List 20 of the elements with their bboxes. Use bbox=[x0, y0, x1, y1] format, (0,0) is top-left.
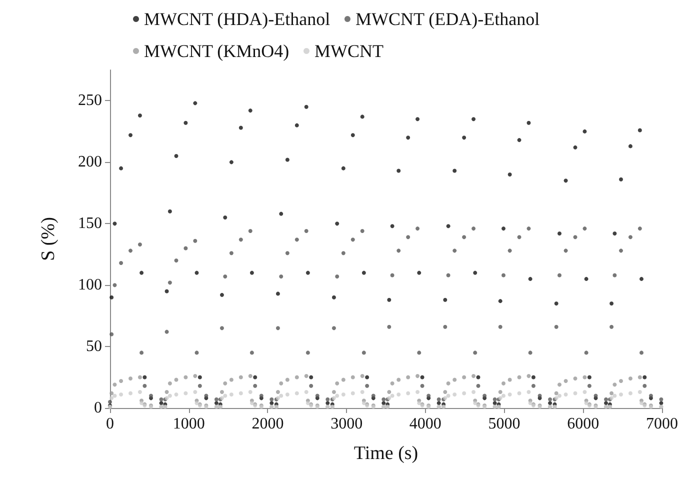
legend-label: MWCNT (KMnO4) bbox=[144, 41, 290, 61]
y-tick-label: 50 bbox=[86, 338, 102, 356]
y-tick-label: 150 bbox=[78, 215, 102, 232]
legend-label: MWCNT (EDA)-Ethanol bbox=[355, 9, 540, 29]
x-tick-label: 4000 bbox=[409, 416, 442, 432]
y-tick-label: 200 bbox=[78, 154, 102, 171]
x-tick-label: 2000 bbox=[252, 416, 284, 432]
x-tick-label: 1000 bbox=[172, 416, 205, 432]
y-tick-label: 100 bbox=[78, 276, 102, 294]
legend-label: MWCNT (HDA)-Ethanol bbox=[144, 9, 330, 29]
x-tick-label: 3000 bbox=[330, 416, 363, 432]
x-tick-label: 7000 bbox=[646, 416, 678, 432]
x-tick-label: 6000 bbox=[567, 416, 600, 432]
y-tick-label: 0 bbox=[94, 400, 102, 416]
legend-label: MWCNT bbox=[314, 41, 384, 61]
x-tick-label: 0 bbox=[106, 416, 114, 432]
y-axis-title: S (%) bbox=[38, 217, 59, 261]
x-tick-label: 5000 bbox=[488, 416, 520, 432]
x-axis-title: Time (s) bbox=[354, 443, 418, 464]
y-tick-label: 250 bbox=[78, 92, 102, 110]
